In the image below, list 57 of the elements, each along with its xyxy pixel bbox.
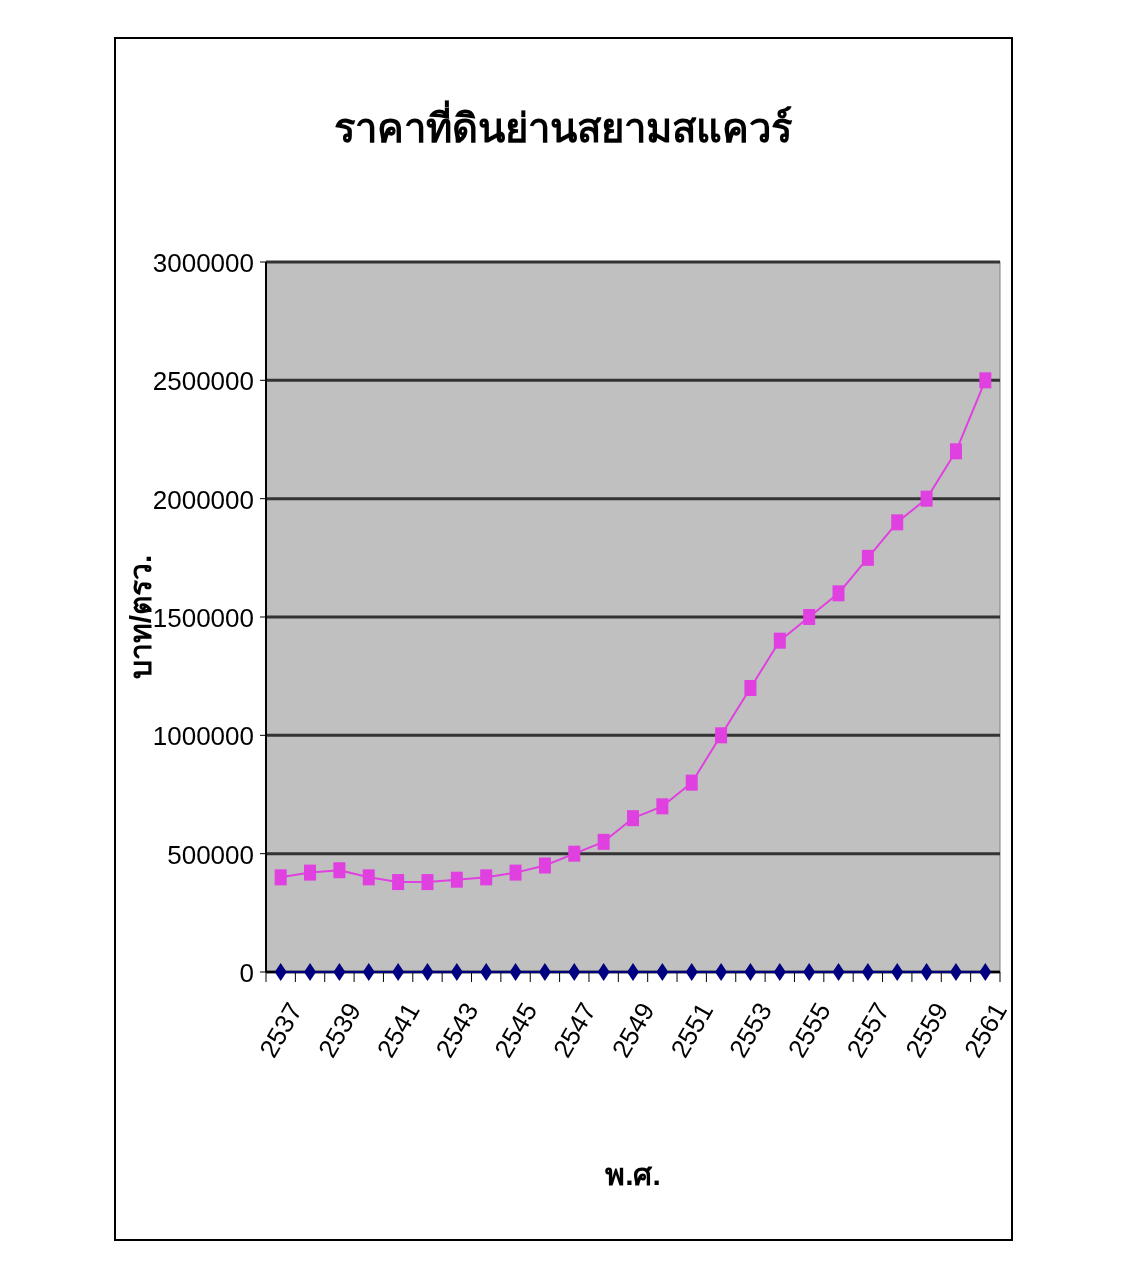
point [920,963,933,981]
point [920,490,933,507]
y-tick-label: 2500000 [152,366,254,397]
point [421,963,434,981]
chart-title: ราคาที่ดินย่านสยามสแควร์ [334,100,793,150]
point [509,963,522,981]
point [949,963,962,981]
point [685,774,698,791]
point [304,963,317,981]
point [568,963,581,981]
point [861,549,874,566]
point [891,963,904,981]
point [333,862,346,879]
point [949,443,962,460]
point [656,798,669,815]
point [744,963,757,981]
point [509,864,522,881]
point [773,632,786,649]
point [685,963,698,981]
point [773,963,786,981]
point [803,963,816,981]
point [803,609,816,625]
y-tick-label: 0 [239,958,254,988]
x-axis-title: พ.ศ. [605,1158,661,1191]
point [538,857,551,874]
point [979,372,992,389]
point [597,963,610,981]
point [832,963,845,981]
point [362,869,375,886]
y-tick-label: 3000000 [152,248,254,278]
point [568,845,581,862]
point [480,869,493,886]
point [656,963,669,981]
point [715,963,728,981]
point [333,963,346,981]
point [861,963,874,981]
y-tick-label: 2000000 [152,484,254,515]
point [274,869,287,886]
point [392,963,405,981]
point [744,680,757,696]
point [274,963,287,981]
point [392,874,405,891]
point [715,727,728,744]
point [538,963,551,981]
y-tick-label: 500000 [167,839,254,870]
point [450,871,463,888]
point [421,874,434,891]
point [304,864,317,881]
point [450,963,463,981]
point [627,810,639,827]
point [832,585,845,602]
point [979,963,992,981]
point [480,963,493,981]
point [362,963,375,981]
point [891,514,904,531]
point [597,833,610,850]
y-tick-label: 1000000 [152,721,254,752]
